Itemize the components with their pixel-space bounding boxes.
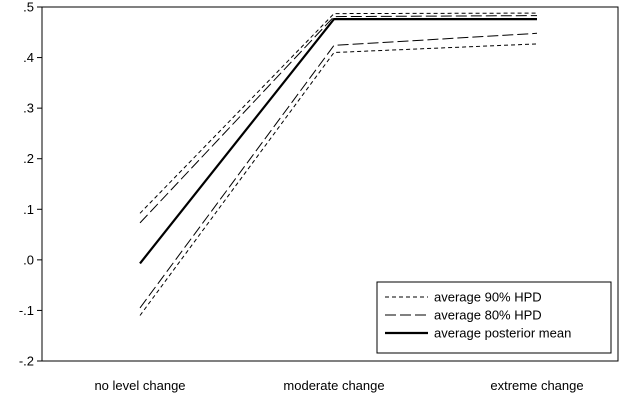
y-axis: -.2 -.1 .0 .1 .2 .3 .4 .5 [19, 0, 42, 369]
legend-box [376, 281, 612, 354]
y-tick-label: -.1 [19, 303, 34, 318]
x-category-label: moderate change [283, 378, 384, 393]
series-line-long-dash [139, 32, 538, 309]
series-line-solid [139, 18, 537, 265]
x-axis: no level change moderate change extreme ch… [94, 378, 583, 393]
y-tick-label: .4 [23, 50, 34, 65]
y-tick-label: .5 [23, 0, 34, 15]
x-category-label: extreme change [490, 378, 583, 393]
y-tick-label: .2 [23, 151, 34, 166]
x-category-label: no level change [94, 378, 185, 393]
y-tick-label: .3 [23, 101, 34, 116]
y-tick-label: .0 [23, 252, 34, 267]
legend-label: average posterior mean [434, 326, 571, 341]
series-lines [139, 12, 538, 316]
series-line-long-dash [139, 15, 538, 224]
legend-label: average 90% HPD [434, 290, 542, 305]
y-tick-label: -.2 [19, 354, 34, 369]
legend: average 90% HPD average 80% HPD average po… [376, 281, 612, 354]
y-tick-label: .1 [23, 202, 34, 217]
plot-frame [41, 6, 619, 362]
series-line-short-dash [139, 12, 538, 214]
legend-label: average 80% HPD [434, 308, 542, 323]
series-line-short-dash [139, 43, 538, 316]
